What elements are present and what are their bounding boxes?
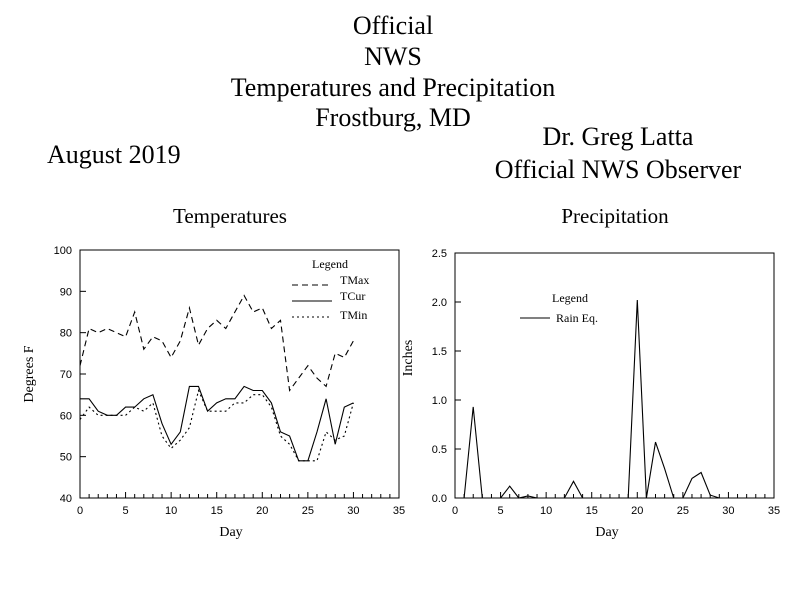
- period-label: August 2019: [47, 140, 181, 169]
- temperature-x-tick-label: 15: [211, 505, 223, 517]
- precipitation-series-rain-eq: [455, 299, 729, 499]
- precipitation-y-tick-label: 0.0: [432, 493, 447, 505]
- precipitation-y-tick-label: 2.0: [432, 297, 447, 309]
- temperature-x-tick-label: 25: [302, 505, 314, 517]
- precipitation-y-tick-label: 1.5: [432, 346, 447, 358]
- precipitation-y-axis-title: Inches: [401, 340, 416, 377]
- precipitation-legend-title: Legend: [552, 291, 588, 305]
- temperature-y-tick-label: 100: [54, 245, 72, 257]
- temperature-series-tcur: [80, 385, 354, 462]
- precipitation-x-tick-label: 10: [540, 505, 552, 517]
- observer-role: Official NWS Observer: [494, 155, 742, 184]
- temperature-chart: 0 5 10 15 20 25 30 35 40 50 60 70 80 90 100: [54, 245, 405, 517]
- temperature-x-tick-label: 35: [393, 505, 405, 517]
- precipitation-chart-title: Precipitation: [561, 204, 669, 228]
- title-line-1: Official: [352, 11, 434, 40]
- precipitation-y-tick-label: 1.0: [432, 395, 447, 407]
- temperature-plot-frame: [79, 249, 400, 499]
- temperature-y-axis-title: Degrees F: [22, 345, 37, 402]
- temperature-series-tmax: [79, 294, 354, 392]
- precipitation-plot-frame: [454, 252, 775, 499]
- legend-tmin-label: TMin: [340, 308, 367, 322]
- precipitation-x-tick-label: 15: [586, 505, 598, 517]
- precipitation-x-tick-label: 35: [768, 505, 780, 517]
- precipitation-x-tick-label: 5: [498, 505, 504, 517]
- temperature-y-tick-label: 80: [60, 328, 72, 340]
- precipitation-y-tick-label: 0.5: [432, 444, 447, 456]
- legend-rain-label: Rain Eq.: [556, 311, 598, 325]
- temperature-series-tmin: [79, 388, 354, 462]
- temperature-y-tick-label: 90: [60, 286, 72, 298]
- precipitation-x-tick-label: 30: [722, 505, 734, 517]
- title-line-4: Frostburg, MD: [315, 103, 471, 132]
- precipitation-x-tick-label: 25: [677, 505, 689, 517]
- observer-name: Dr. Greg Latta: [542, 122, 694, 151]
- temperature-legend-title: Legend: [312, 257, 348, 271]
- temperature-y-tick-label: 50: [60, 452, 72, 464]
- temperature-x-tick-label: 5: [123, 505, 129, 517]
- temperature-x-tick-label: 30: [347, 505, 359, 517]
- temperature-x-axis-title: Day: [219, 525, 242, 540]
- precipitation-x-tick-label: 0: [452, 505, 458, 517]
- temperature-y-tick-label: 70: [60, 369, 72, 381]
- temperature-y-tick-label: 60: [60, 410, 72, 422]
- precipitation-chart: 0 5 10 15 20 25 30 35 0.0 0.5 1.0 1.5 2.0 2.5: [432, 248, 780, 517]
- precipitation-x-axis-title: Day: [595, 525, 618, 540]
- temperature-chart-title: Temperatures: [173, 204, 287, 228]
- temperature-x-tick-label: 0: [77, 505, 83, 517]
- legend-tcur-label: TCur: [340, 289, 365, 303]
- temperature-x-tick-label: 10: [165, 505, 177, 517]
- title-line-2: NWS: [364, 42, 422, 71]
- legend-tmax-label: TMax: [340, 273, 369, 287]
- title-line-3: Temperatures and Precipitation: [230, 73, 556, 102]
- temperature-x-tick-label: 20: [256, 505, 268, 517]
- precipitation-y-tick-label: 2.5: [432, 248, 447, 260]
- temperature-y-tick-label: 40: [60, 493, 72, 505]
- precipitation-x-tick-label: 20: [631, 505, 643, 517]
